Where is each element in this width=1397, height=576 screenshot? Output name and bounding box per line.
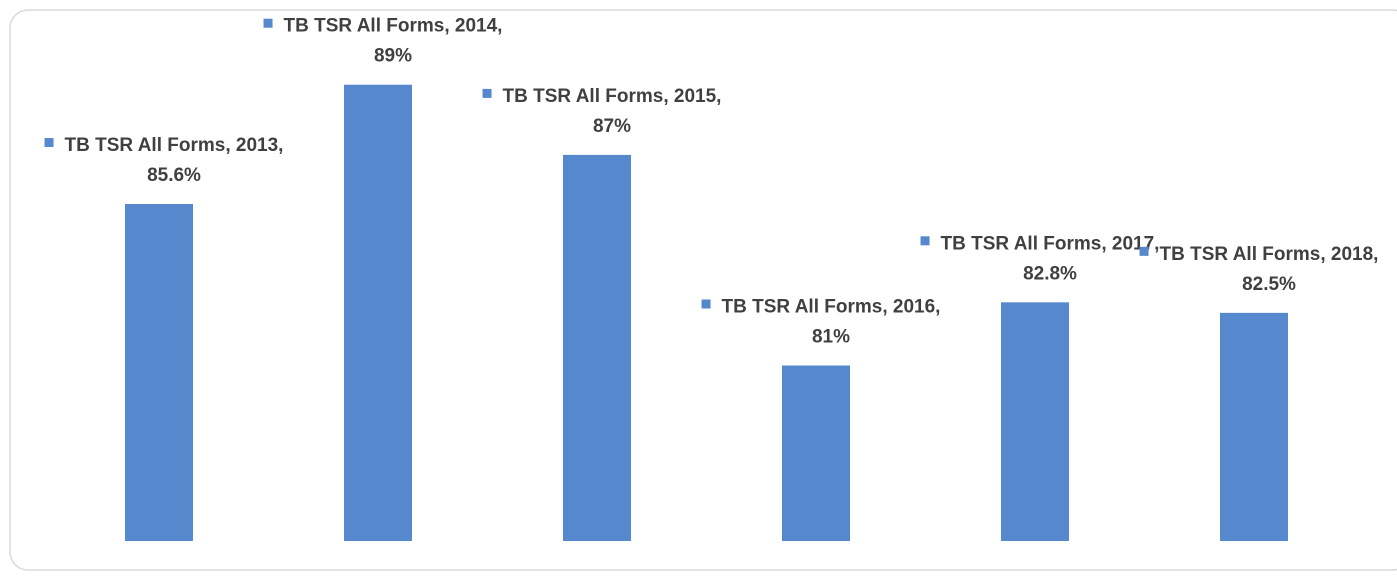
bar [1001, 302, 1069, 541]
label-marker [482, 88, 492, 98]
label-marker [701, 299, 711, 309]
label-marker [44, 138, 54, 148]
data-label-value: 81% [812, 327, 850, 348]
bar [1220, 312, 1288, 541]
bar [344, 84, 412, 541]
data-label-name: TB TSR All Forms, 2017, [941, 233, 1160, 254]
data-label-name: TB TSR All Forms, 2016, [722, 297, 941, 318]
data-label-value: 82.8% [1023, 263, 1077, 284]
label-marker [263, 18, 273, 28]
data-label-name: TB TSR All Forms, 2014, [284, 16, 503, 37]
label-marker [1139, 246, 1149, 256]
data-label-name: TB TSR All Forms, 2013, [65, 135, 284, 156]
data-label-value: 89% [374, 46, 412, 67]
bar [125, 204, 193, 542]
data-label-value: 87% [593, 116, 631, 137]
bar [782, 365, 850, 541]
bar [563, 154, 631, 541]
data-label-value: 82.5% [1242, 274, 1296, 295]
data-label-value: 85.6% [147, 165, 201, 186]
data-label-name: TB TSR All Forms, 2018, [1160, 244, 1379, 265]
data-label-name: TB TSR All Forms, 2015, [503, 86, 722, 107]
label-marker [920, 236, 930, 246]
